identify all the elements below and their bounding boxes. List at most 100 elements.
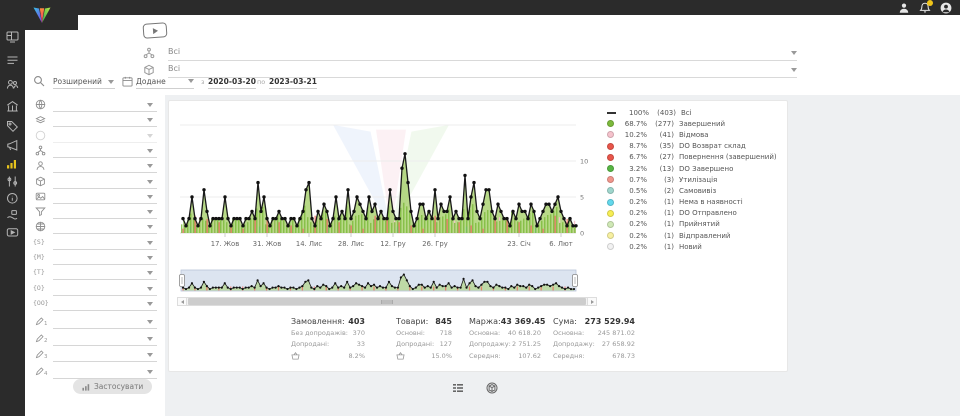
summary-stats: Замовлення:403Без допродажів:370Допродан… [169, 317, 789, 369]
legend-label: Відмова [679, 131, 709, 139]
table-view-icon[interactable] [452, 382, 464, 394]
search-mode-select[interactable]: Розширений [53, 77, 115, 89]
stat-column: Замовлення:403Без допродажів:370Допродан… [291, 317, 365, 360]
image-icon [35, 191, 46, 202]
filter-row-status-circle-icon[interactable] [25, 130, 165, 144]
legend-label: Завершений [679, 120, 725, 128]
legend-percent: 0.2% [617, 220, 647, 228]
legend-item[interactable]: 6.7%(27)Повернення (завершений) [607, 152, 785, 163]
cube-view-icon[interactable] [486, 382, 498, 394]
filter-row-token-{O}[interactable]: {O} [25, 283, 165, 297]
stat-sub-row: Основна:245 871.02 [553, 329, 635, 337]
pencil-number: 4 [44, 371, 48, 377]
chevron-down-icon [147, 370, 153, 374]
date-field-select[interactable]: Додане [136, 77, 194, 89]
category-filter[interactable]: Всі [168, 47, 797, 61]
user-icon[interactable] [898, 2, 910, 14]
legend-count: (35) [647, 142, 674, 150]
layers-icon [35, 114, 46, 125]
legend-count: (3) [647, 176, 674, 184]
custom-field-row-1[interactable]: 1 [25, 316, 165, 330]
legend-dot-swatch [607, 131, 614, 138]
bank-icon[interactable] [6, 100, 19, 113]
avatar-icon[interactable] [940, 2, 952, 14]
legend-item[interactable]: 0.7%(3)Утилізація [607, 174, 785, 185]
legend-item[interactable]: 0.2%(1)Відправлений [607, 230, 785, 241]
legend-dot-swatch [607, 199, 614, 206]
chevron-down-icon [147, 302, 153, 306]
x-axis-label: 31. Жов [253, 240, 281, 248]
custom-field-row-4[interactable]: 4 [25, 366, 165, 380]
apply-button[interactable]: Застосувати [73, 379, 152, 394]
chevron-down-icon [147, 180, 153, 184]
legend-dot-swatch [607, 120, 614, 127]
video-icon[interactable] [6, 226, 19, 239]
filter-row-token-{OO}[interactable]: {OO} [25, 298, 165, 312]
chevron-down-icon[interactable] [791, 68, 797, 72]
chart-legend: 100%(403)Всі68.7%(277)Завершений10.2%(41… [607, 107, 785, 252]
filter-row-globe-grid-icon[interactable] [25, 221, 165, 235]
legend-label: Прийнятий [679, 220, 720, 228]
filter-row-globe-icon[interactable] [25, 99, 165, 113]
chart-scrollbar[interactable] [177, 297, 597, 306]
stat-sub-value: 678.73 [612, 352, 635, 360]
filter-row-token-{S}[interactable]: {S} [25, 237, 165, 251]
filter-row-person-icon[interactable] [25, 160, 165, 174]
custom-field-row-2[interactable]: 2 [25, 333, 165, 347]
stat-sub-label: Допродажу: [469, 340, 511, 348]
video-tutorial-button[interactable] [143, 22, 168, 39]
scrollbar-thumb[interactable] [188, 298, 586, 305]
logo-block[interactable] [25, 0, 78, 30]
scroll-left-icon[interactable] [178, 298, 187, 305]
filter-row-layers-icon[interactable] [25, 114, 165, 128]
bar-chart-icon[interactable] [6, 157, 19, 170]
token-icon: {O} [33, 284, 45, 292]
megaphone-icon[interactable] [6, 139, 19, 152]
filter-row-sitemap-icon[interactable] [25, 145, 165, 159]
date-to-input[interactable]: 2023-03-21 [269, 77, 317, 89]
legend-item[interactable]: 0.2%(1)DO Отправлено [607, 208, 785, 219]
stat-sub-label: Основні: [396, 329, 425, 337]
orders-chart[interactable]: 051017. Жов31. Жов14. Лис28. Лис12. Гру2… [177, 103, 597, 255]
legend-item[interactable]: 3.2%(13)DO Завершено [607, 163, 785, 174]
list-icon[interactable] [6, 54, 19, 67]
x-axis-label: 6. Лют [549, 240, 572, 248]
legend-item[interactable]: 0.2%(1)Новий [607, 241, 785, 252]
sliders-icon[interactable] [6, 175, 19, 188]
stat-column: Маржа:43 369.45Основна:40 618.20Допродаж… [469, 317, 541, 360]
chevron-down-icon[interactable] [791, 51, 797, 55]
scroll-right-icon[interactable] [587, 298, 596, 305]
legend-item[interactable]: 8.7%(35)DO Возврат склад [607, 141, 785, 152]
stat-sub-label [396, 352, 405, 360]
legend-item[interactable]: 10.2%(41)Відмова [607, 129, 785, 140]
dashboard-icon[interactable] [6, 30, 19, 43]
search-icon[interactable] [33, 75, 45, 87]
stat-sub-label: Допродажу: [553, 340, 595, 348]
hand-box-icon[interactable] [6, 209, 19, 222]
filter-row-image-icon[interactable] [25, 191, 165, 205]
legend-percent: 68.7% [617, 120, 647, 128]
person-icon [35, 160, 46, 171]
filter-row-token-{M}[interactable]: {M} [25, 252, 165, 266]
legend-percent: 0.5% [617, 187, 647, 195]
legend-item[interactable]: 100%(403)Всі [607, 107, 785, 118]
stat-title: Маржа: [469, 317, 501, 326]
filter-row-token-{T}[interactable]: {T} [25, 267, 165, 281]
date-from-input[interactable]: 2020-03-20 [208, 77, 256, 89]
filter-row-funnel-icon[interactable] [25, 206, 165, 220]
legend-item[interactable]: 68.7%(277)Завершений [607, 118, 785, 129]
chart-card: 051017. Жов31. Жов14. Лис28. Лис12. Гру2… [168, 100, 788, 372]
tag-icon[interactable] [6, 120, 19, 133]
chevron-down-icon [147, 195, 153, 199]
custom-field-row-3[interactable]: 3 [25, 349, 165, 363]
users-icon[interactable] [6, 78, 19, 91]
legend-item[interactable]: 0.2%(1)Прийнятий [607, 219, 785, 230]
bell-icon[interactable] [919, 2, 931, 14]
legend-dot-swatch [607, 165, 614, 172]
filter-row-cube-icon[interactable] [25, 176, 165, 190]
chart-navigator[interactable] [177, 269, 597, 296]
legend-item[interactable]: 0.5%(2)Самовивіз [607, 185, 785, 196]
legend-item[interactable]: 0.2%(1)Нема в наявності [607, 197, 785, 208]
info-icon[interactable] [6, 192, 19, 205]
view-switcher [452, 382, 498, 394]
